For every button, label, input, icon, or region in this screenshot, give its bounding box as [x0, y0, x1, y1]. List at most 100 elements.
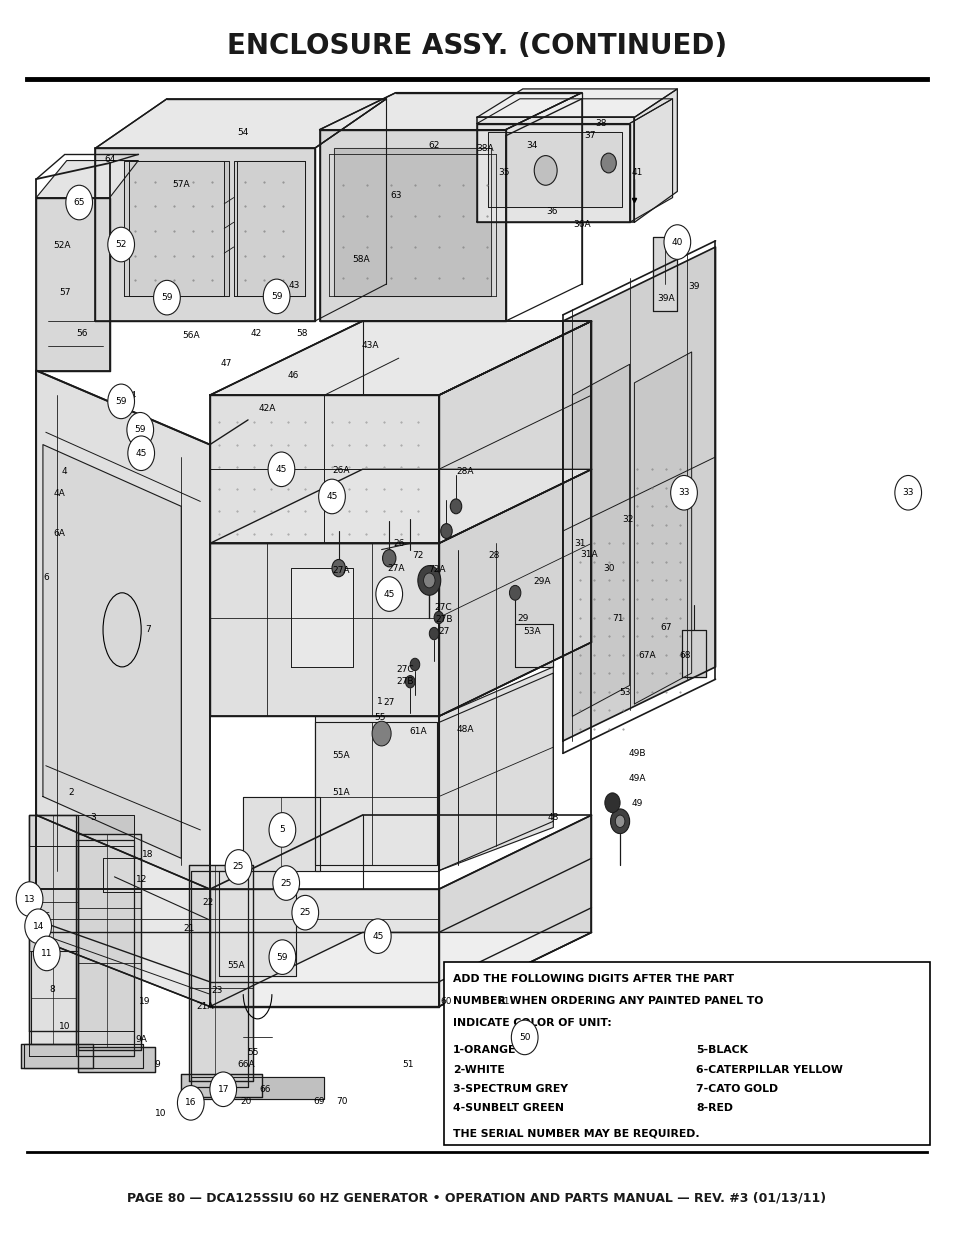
Text: 48: 48: [547, 813, 558, 823]
Text: 71: 71: [612, 614, 623, 624]
Text: 16: 16: [185, 1098, 196, 1108]
Bar: [443, 962, 929, 1145]
Circle shape: [509, 585, 520, 600]
Circle shape: [292, 895, 318, 930]
Text: 42: 42: [251, 329, 262, 338]
Text: 7-CATO GOLD: 7-CATO GOLD: [696, 1084, 778, 1094]
Polygon shape: [488, 132, 621, 207]
Text: 39A: 39A: [657, 294, 674, 304]
Polygon shape: [243, 797, 319, 871]
Text: 60: 60: [440, 997, 452, 1007]
Polygon shape: [36, 161, 138, 198]
Circle shape: [225, 850, 252, 884]
Text: 55A: 55A: [333, 751, 350, 761]
Text: 24: 24: [225, 860, 236, 869]
Text: 53A: 53A: [523, 626, 540, 636]
Text: 61A: 61A: [409, 726, 426, 736]
Text: 8A: 8A: [40, 961, 51, 971]
Circle shape: [600, 153, 616, 173]
Text: 10: 10: [154, 1109, 166, 1119]
Polygon shape: [76, 840, 133, 1056]
Circle shape: [108, 384, 134, 419]
Text: 35: 35: [497, 168, 509, 178]
Text: 33: 33: [678, 488, 689, 498]
Circle shape: [372, 721, 391, 746]
Text: 42A: 42A: [258, 404, 275, 414]
Text: 45: 45: [383, 589, 395, 599]
Text: 59: 59: [115, 396, 127, 406]
Text: 43: 43: [288, 280, 299, 290]
Text: 70: 70: [335, 1097, 347, 1107]
Text: PAGE 80 — DCA125SSIU 60 HZ GENERATOR • OPERATION AND PARTS MANUAL — REV. #3 (01/: PAGE 80 — DCA125SSIU 60 HZ GENERATOR • O…: [128, 1192, 825, 1204]
Text: ENCLOSURE ASSY. (CONTINUED): ENCLOSURE ASSY. (CONTINUED): [227, 32, 726, 59]
Text: 31A: 31A: [580, 550, 598, 559]
Text: 72A: 72A: [428, 564, 445, 574]
Text: 69: 69: [314, 1097, 325, 1107]
Circle shape: [610, 809, 629, 834]
Text: 48A: 48A: [456, 725, 474, 735]
Polygon shape: [29, 815, 133, 846]
Text: 17: 17: [217, 1084, 229, 1094]
Text: 41: 41: [631, 168, 642, 178]
Text: NUMBER WHEN ORDERING ANY PAINTED PANEL TO: NUMBER WHEN ORDERING ANY PAINTED PANEL T…: [453, 995, 762, 1007]
Text: 27A: 27A: [387, 563, 404, 573]
Text: 45: 45: [275, 464, 287, 474]
Text: 66A: 66A: [237, 1060, 254, 1070]
Polygon shape: [314, 716, 438, 871]
Polygon shape: [476, 89, 677, 117]
Circle shape: [269, 940, 295, 974]
Text: 31: 31: [574, 538, 585, 548]
Polygon shape: [24, 1044, 143, 1068]
Polygon shape: [319, 93, 581, 130]
Circle shape: [127, 412, 153, 447]
Text: 57A: 57A: [172, 179, 190, 189]
Polygon shape: [191, 1077, 324, 1099]
Text: 56A: 56A: [182, 331, 199, 341]
Text: 27: 27: [437, 626, 449, 636]
Polygon shape: [210, 321, 591, 395]
Text: 8-RED: 8-RED: [696, 1103, 733, 1113]
Text: 28A: 28A: [456, 467, 474, 477]
Text: 44: 44: [126, 390, 137, 400]
Text: 34: 34: [526, 141, 537, 151]
Polygon shape: [30, 951, 76, 1044]
Text: 29A: 29A: [533, 577, 550, 587]
Text: 56: 56: [76, 329, 88, 338]
Text: 59: 59: [276, 952, 288, 962]
Text: 51A: 51A: [333, 788, 350, 798]
Text: 37: 37: [583, 131, 595, 141]
Text: 25: 25: [233, 862, 244, 872]
Polygon shape: [438, 667, 553, 871]
Circle shape: [440, 524, 452, 538]
Circle shape: [429, 627, 438, 640]
Circle shape: [332, 559, 345, 577]
Text: 15: 15: [180, 1097, 192, 1107]
Text: 61: 61: [497, 997, 509, 1007]
Circle shape: [670, 475, 697, 510]
Text: 6A: 6A: [53, 529, 65, 538]
Text: 59: 59: [271, 291, 282, 301]
Circle shape: [318, 479, 345, 514]
Polygon shape: [562, 247, 715, 741]
Text: 3-SPECTRUM GREY: 3-SPECTRUM GREY: [453, 1084, 568, 1094]
Polygon shape: [438, 321, 591, 543]
Polygon shape: [210, 889, 438, 1007]
Polygon shape: [129, 161, 229, 296]
Text: 66: 66: [259, 1084, 271, 1094]
Text: 6: 6: [43, 573, 49, 583]
Circle shape: [382, 550, 395, 567]
Polygon shape: [181, 1074, 262, 1097]
Polygon shape: [210, 321, 591, 395]
Text: 4: 4: [62, 467, 68, 477]
Polygon shape: [210, 395, 438, 543]
Text: 7: 7: [145, 625, 151, 635]
Text: 27B: 27B: [435, 615, 452, 625]
Text: 29: 29: [517, 614, 528, 624]
Polygon shape: [438, 469, 591, 716]
Circle shape: [177, 1086, 204, 1120]
Circle shape: [375, 577, 402, 611]
Text: 8: 8: [50, 984, 55, 994]
Text: 9A: 9A: [135, 1035, 147, 1045]
Text: 49: 49: [631, 799, 642, 809]
Circle shape: [153, 280, 180, 315]
